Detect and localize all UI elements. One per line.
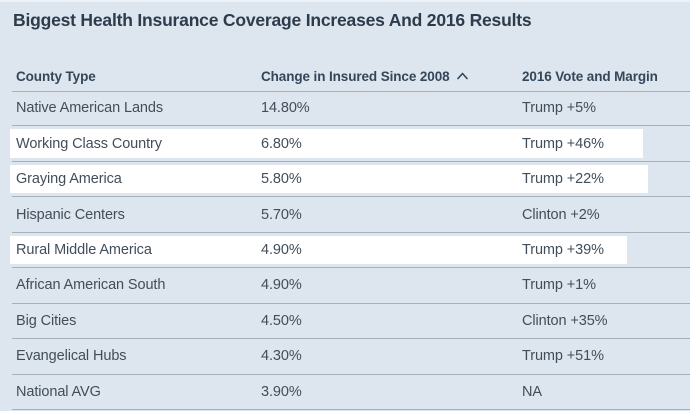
- change-insured-cell: 4.50%: [261, 312, 302, 329]
- change-insured-cell: 4.90%: [261, 241, 302, 258]
- vote-margin-cell: Clinton +2%: [522, 206, 600, 223]
- table-row: Evangelical Hubs 4.30% Trump +51%: [12, 339, 690, 375]
- change-insured-cell: 5.80%: [261, 171, 302, 188]
- table-header-row: County Type Change in Insured Since 2008…: [12, 61, 690, 92]
- vote-margin-cell: Trump +39%: [522, 241, 604, 258]
- vote-margin-cell: Clinton +35%: [522, 312, 608, 329]
- county-type-cell: Native American Lands: [16, 100, 164, 117]
- top-edge-divider: [0, 0, 690, 2]
- vote-margin-cell: Trump +5%: [522, 100, 596, 117]
- county-type-cell: Graying America: [16, 171, 122, 188]
- change-insured-cell: 14.80%: [261, 100, 310, 117]
- county-type-cell: Hispanic Centers: [16, 206, 125, 223]
- table-body: Native American Lands 14.80% Trump +5% Work…: [10, 91, 690, 410]
- change-insured-cell: 6.80%: [261, 135, 302, 152]
- table-row: Big Cities 4.50% Clinton +35%: [12, 304, 690, 340]
- table-row: Graying America 5.80% Trump +22%: [10, 162, 690, 198]
- county-type-cell: Big Cities: [16, 312, 77, 329]
- column-header-change-insured[interactable]: Change in Insured Since 2008: [257, 69, 518, 84]
- vote-margin-cell: Trump +1%: [522, 277, 596, 294]
- vote-margin-cell: Trump +46%: [522, 135, 604, 152]
- table-row: Native American Lands 14.80% Trump +5%: [12, 91, 690, 127]
- column-header-2016-vote-margin: 2016 Vote and Margin: [522, 68, 658, 84]
- county-type-cell: Working Class Country: [16, 135, 162, 152]
- county-type-cell: Evangelical Hubs: [16, 348, 127, 365]
- column-header-label: Change in Insured Since 2008: [261, 68, 450, 84]
- vote-margin-cell: Trump +51%: [522, 348, 604, 365]
- table-row: African American South 4.90% Trump +1%: [12, 268, 690, 304]
- vote-margin-cell: Trump +22%: [522, 171, 604, 188]
- column-header-county-type: County Type: [16, 68, 96, 84]
- vote-margin-cell: NA: [522, 383, 542, 400]
- table-row: Working Class Country 6.80% Trump +46%: [10, 126, 690, 162]
- county-type-cell: National AVG: [16, 383, 101, 400]
- table-row: National AVG 3.90% NA: [12, 375, 690, 410]
- page-title: Biggest Health Insurance Coverage Increa…: [13, 10, 532, 30]
- chevron-up-icon: [456, 72, 468, 80]
- change-insured-cell: 4.90%: [261, 277, 302, 294]
- table-row: Rural Middle America 4.90% Trump +39%: [10, 233, 690, 269]
- change-insured-cell: 3.90%: [261, 383, 302, 400]
- county-type-cell: Rural Middle America: [16, 241, 152, 258]
- change-insured-cell: 4.30%: [261, 348, 302, 365]
- county-type-cell: African American South: [16, 277, 166, 294]
- change-insured-cell: 5.70%: [261, 206, 302, 223]
- table-row: Hispanic Centers 5.70% Clinton +2%: [12, 197, 690, 233]
